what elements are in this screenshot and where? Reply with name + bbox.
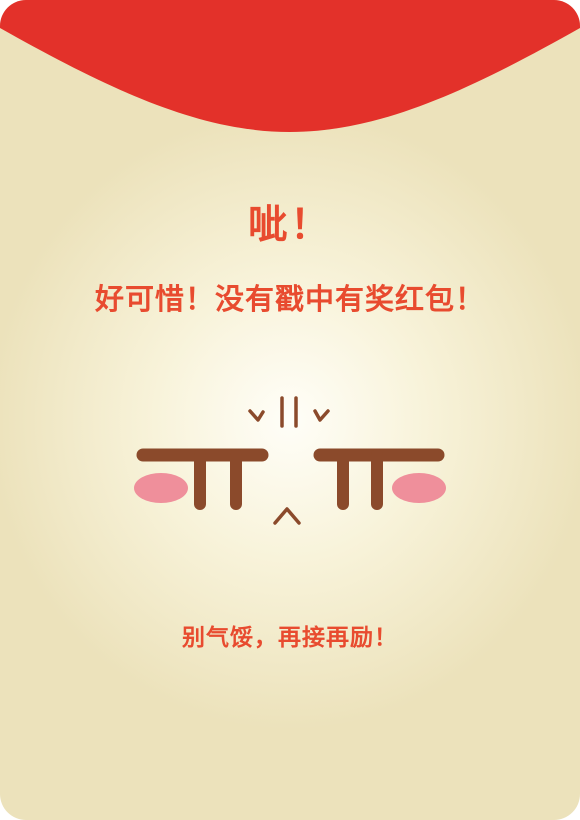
- left-blush: [134, 473, 188, 503]
- result-message: 好可惜！没有戳中有奖红包！: [94, 282, 485, 316]
- sad-crying-face-icon: [134, 396, 446, 525]
- right-blush: [392, 473, 446, 503]
- envelope-flap: [0, 0, 580, 132]
- exclamation-text: 呲！: [248, 202, 332, 248]
- left-eye: [136, 448, 269, 510]
- mouth: [273, 507, 301, 525]
- right-eye: [313, 448, 445, 510]
- encouragement-text: 别气馁，再接再励！: [182, 625, 398, 651]
